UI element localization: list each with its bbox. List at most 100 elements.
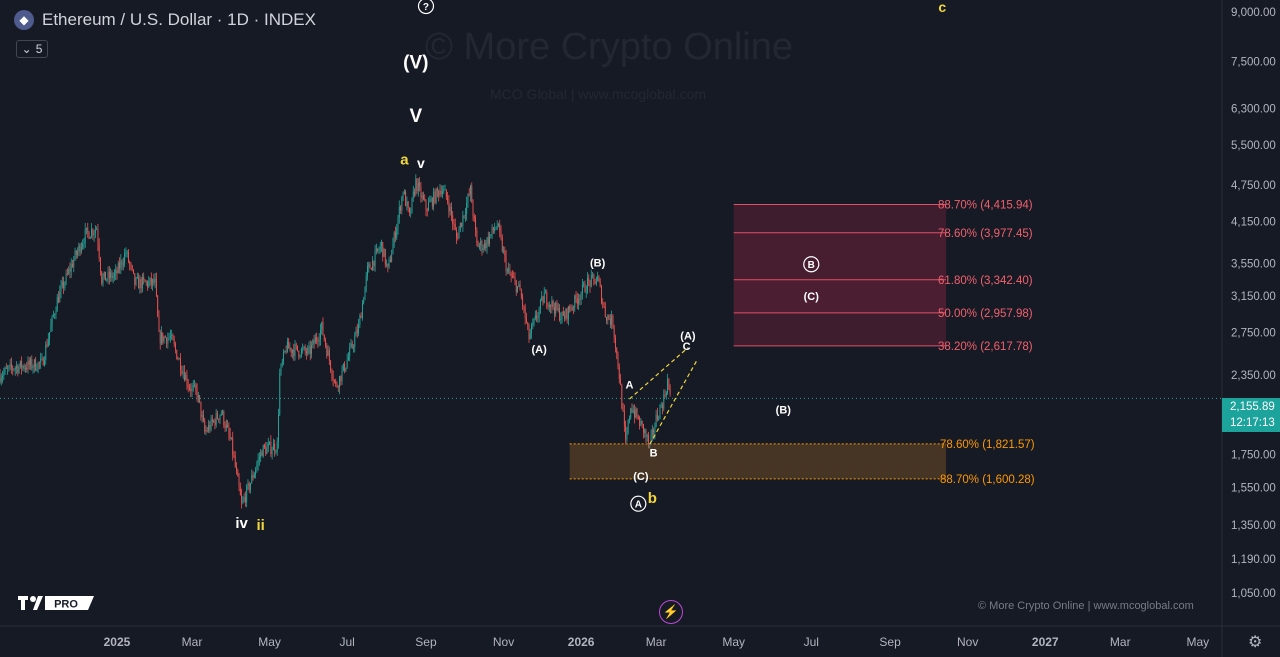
candle-body (267, 443, 269, 447)
gear-icon[interactable]: ⚙ (1248, 634, 1263, 651)
candle-body (372, 260, 374, 270)
candle-body (663, 394, 665, 409)
candle-body (183, 371, 185, 381)
candle-body (336, 384, 338, 387)
price-tick-label: 1,750.00 (1231, 450, 1276, 462)
candle-body (630, 408, 632, 418)
candle-body (594, 278, 596, 284)
candle-body (406, 201, 408, 207)
candle-body (428, 202, 429, 211)
candle-body (112, 275, 114, 279)
candle-body (8, 365, 10, 369)
candle-body (524, 307, 526, 319)
candlesticks (0, 174, 671, 509)
indicators-toggle-button[interactable]: ⌄ 5 (16, 40, 48, 58)
fib-level-label: 88.70% (1,600.28) (940, 474, 1035, 486)
candle-body (389, 259, 391, 262)
candle-body (457, 237, 459, 239)
candle-body (587, 278, 588, 292)
candle-body (392, 243, 394, 255)
candle-body (219, 415, 221, 420)
candle-body (447, 196, 449, 202)
candle-body (569, 306, 571, 310)
candle-body (364, 286, 366, 301)
candle-body (78, 245, 80, 252)
candle-body (477, 242, 479, 248)
candle-body (575, 295, 577, 299)
candle-body (176, 350, 178, 360)
candle-body (522, 297, 524, 307)
tradingview-logo[interactable]: PRO (18, 594, 94, 612)
candle-body (637, 417, 639, 419)
candle-body (238, 476, 240, 488)
candle-body (55, 311, 57, 315)
candle-body (70, 264, 72, 272)
candle-body (625, 425, 627, 440)
candle-body (302, 348, 304, 350)
candle-body (218, 418, 220, 420)
candle-body (433, 191, 435, 207)
candle-body (215, 413, 217, 426)
candle-body (237, 470, 239, 477)
candle-body (653, 429, 655, 433)
candle-body (200, 401, 202, 417)
candle-body (439, 190, 441, 196)
candle-body (269, 441, 271, 444)
candle-body (449, 206, 451, 212)
candle-body (65, 273, 67, 283)
candle-body (412, 191, 414, 198)
candle-body (567, 306, 569, 320)
candle-body (556, 302, 558, 310)
candle-body (473, 216, 475, 219)
candle-body (464, 213, 466, 217)
candle-body (279, 373, 281, 415)
candle-body (612, 315, 614, 328)
candle-body (140, 279, 142, 289)
candle-body (344, 363, 346, 372)
candle-body (115, 270, 117, 274)
candle-body (28, 360, 30, 366)
fib-band (733, 312, 947, 346)
candle-body (292, 350, 293, 353)
candle-body (45, 344, 47, 360)
candle-body (422, 195, 424, 200)
candle-body (72, 264, 73, 267)
candle-body (41, 358, 43, 360)
candle-body (611, 315, 613, 325)
candle-body (561, 311, 563, 319)
wave-trendline (649, 360, 698, 445)
candle-body (199, 395, 201, 402)
candle-body (523, 306, 525, 308)
lightning-icon[interactable]: ⚡ (659, 600, 683, 624)
candle-body (236, 466, 237, 471)
candle-body (503, 250, 505, 252)
symbol-title[interactable]: Ethereum / U.S. Dollar · 1D · INDEX (42, 10, 316, 29)
candle-body (143, 277, 145, 280)
candle-body (420, 186, 422, 198)
candle-body (650, 435, 652, 444)
candle-body (66, 273, 68, 274)
candle-body (22, 365, 24, 369)
candle-body (12, 367, 14, 370)
candle-body (551, 300, 553, 307)
candle-body (356, 330, 358, 334)
candle-body (415, 178, 417, 195)
candle-body (0, 378, 2, 382)
candle-body (321, 322, 323, 330)
candle-body (410, 212, 412, 214)
candle-body (27, 360, 29, 370)
wave-label: (A) (680, 330, 696, 342)
candle-body (393, 232, 395, 244)
candle-body (197, 395, 199, 398)
candle-body (349, 347, 351, 357)
candle-body (234, 456, 236, 467)
price-tick-label: 1,550.00 (1231, 483, 1276, 495)
candle-body (251, 474, 253, 484)
candle-body (14, 367, 16, 370)
candle-body (314, 337, 316, 344)
candle-body (107, 271, 109, 279)
candle-body (187, 384, 189, 387)
candle-body (98, 244, 100, 259)
